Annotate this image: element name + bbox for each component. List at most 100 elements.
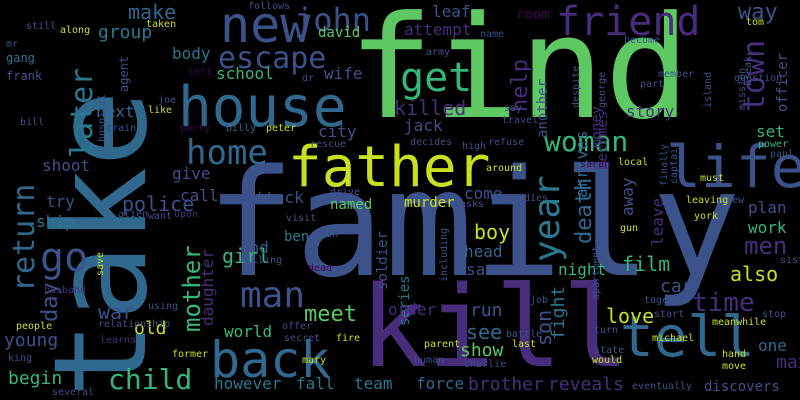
word: ship [36, 212, 75, 231]
word: head [464, 242, 503, 261]
word: film [622, 252, 671, 276]
word: michael [652, 333, 695, 344]
word: begin [8, 368, 63, 389]
word: fall [296, 374, 335, 393]
word: turn [594, 325, 619, 336]
word: leaving [686, 195, 729, 206]
word: city [318, 122, 357, 141]
word: order [388, 300, 437, 319]
word: wife [324, 64, 363, 83]
word: year [527, 175, 568, 262]
word: force [416, 374, 465, 393]
word: tell [620, 305, 755, 370]
word: decides [410, 137, 453, 148]
word: daughter [198, 248, 217, 326]
word: including [439, 227, 450, 282]
word: david [318, 25, 361, 41]
word: try [46, 192, 75, 211]
word: dr [302, 73, 315, 84]
word: travel [502, 115, 539, 126]
word: start [654, 309, 685, 320]
word: also [730, 262, 779, 286]
word: ben [284, 229, 310, 245]
word: another [535, 78, 551, 138]
word: bill [20, 117, 45, 128]
word: visit [286, 213, 317, 224]
word: rescue [310, 139, 347, 150]
word: murder [404, 195, 455, 211]
word: drive [330, 187, 361, 198]
word: job [530, 295, 549, 306]
word: team [354, 374, 393, 393]
word: find [348, 0, 690, 151]
word: child [108, 363, 193, 396]
word: local [618, 157, 649, 168]
word: question [734, 73, 783, 84]
word: former [172, 349, 209, 360]
word: york [694, 211, 719, 222]
word: peter [266, 123, 297, 134]
word: old [134, 318, 167, 339]
word: away [618, 177, 637, 216]
word: come [464, 184, 503, 203]
word: husband [44, 285, 87, 296]
word: set [756, 122, 785, 141]
word: want [148, 211, 173, 222]
word: become [624, 35, 661, 46]
word: plan [748, 198, 787, 217]
word: still [26, 21, 57, 32]
word: stop [762, 309, 787, 320]
word: max [776, 352, 800, 373]
word: body [172, 44, 211, 63]
word: one [758, 336, 787, 355]
word: agent [117, 55, 131, 92]
word: way [738, 0, 778, 25]
word: leaf [432, 2, 471, 21]
word: apartment [591, 245, 602, 300]
word: go [40, 235, 89, 281]
word: dies [524, 193, 549, 204]
word: king [8, 353, 33, 364]
word: john [294, 1, 372, 39]
word: killing [240, 255, 283, 266]
word: george [597, 71, 608, 108]
word: sam [466, 260, 495, 279]
word: attempt [404, 20, 472, 39]
word: get [400, 55, 473, 101]
word: joe [158, 95, 177, 106]
word: mary [302, 355, 327, 366]
word: name [480, 29, 505, 40]
word: soldier [375, 230, 391, 290]
word: make [128, 0, 177, 24]
word: new [220, 0, 311, 54]
word: people [16, 321, 53, 332]
word: life [666, 133, 800, 201]
word: next [96, 102, 135, 121]
word: last [512, 339, 537, 350]
word: together [644, 295, 693, 306]
word: back [210, 331, 331, 389]
word: gun [620, 223, 639, 234]
word: world [224, 322, 273, 341]
word: alien [118, 209, 149, 220]
word: boy [474, 220, 511, 244]
word: army [426, 47, 451, 58]
word: reveals [548, 374, 624, 395]
word: paul [770, 149, 795, 160]
word: friend [556, 0, 701, 45]
word: leave [648, 197, 667, 246]
word: hospital [97, 93, 108, 142]
word: father [288, 135, 491, 200]
word: school [216, 64, 274, 83]
word: young [4, 330, 59, 351]
word: power [758, 139, 789, 150]
word: battle [506, 329, 543, 340]
word: fight [548, 285, 569, 340]
word: secret [284, 333, 321, 344]
word: part [640, 79, 665, 90]
word: police [122, 192, 195, 216]
word: however [214, 374, 282, 393]
word: dead [308, 263, 333, 274]
word: charlie [464, 359, 507, 370]
